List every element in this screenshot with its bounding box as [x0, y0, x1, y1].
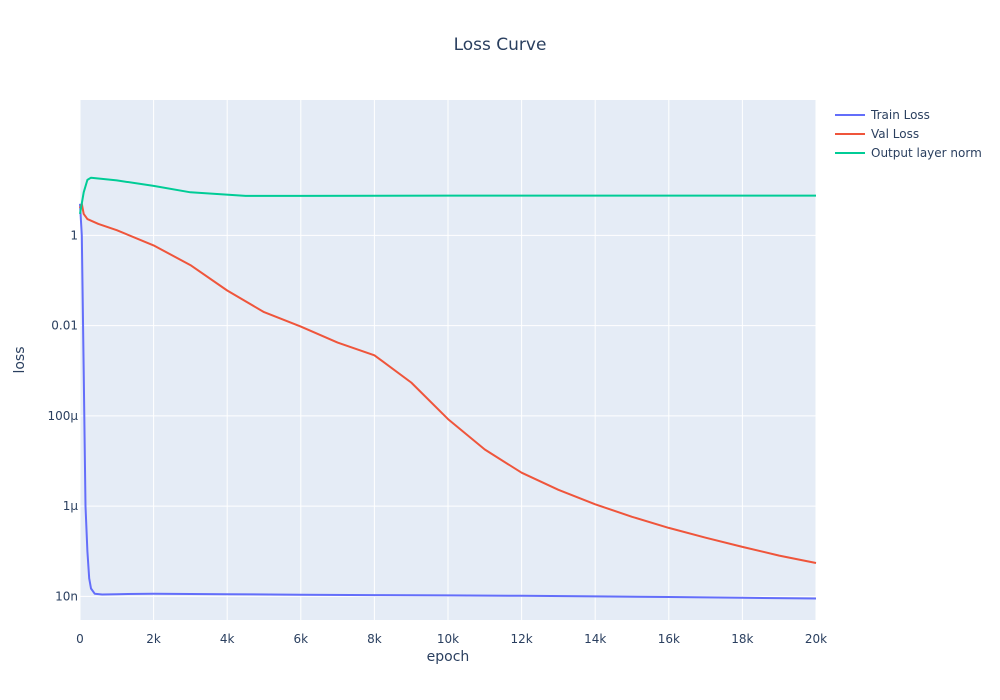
legend: Train Loss Val Loss Output layer norm [835, 108, 982, 160]
x-tick-label: 12k [510, 632, 532, 646]
legend-label-train-loss: Train Loss [870, 108, 930, 122]
y-tick-label: 10n [55, 589, 78, 603]
legend-label-output-layer-norm: Output layer norm [871, 146, 982, 160]
x-tick-label: 20k [805, 632, 827, 646]
x-tick-label: 18k [731, 632, 753, 646]
series-layer [79, 176, 817, 600]
chart-title: Loss Curve [454, 35, 547, 55]
grid-lines [79, 100, 817, 620]
y-tick-label: 1 [70, 228, 78, 242]
x-axis-ticks: 0 2k 4k 6k 8k 10k 12k 14k 16k 18k 20k [76, 632, 827, 646]
legend-label-val-loss: Val Loss [871, 127, 919, 141]
series-line-output-layer-norm [79, 176, 816, 215]
y-tick-label: 100μ [47, 409, 78, 423]
y-tick-label: 0.01 [51, 319, 78, 333]
x-tick-label: 16k [658, 632, 680, 646]
x-axis-title: epoch [427, 649, 470, 665]
x-tick-label: 4k [220, 632, 235, 646]
x-tick-label: 6k [294, 632, 309, 646]
y-tick-label: 1μ [63, 499, 79, 513]
y-axis-ticks: 1 0.01 100μ 1μ 10n [47, 228, 78, 603]
x-tick-label: 2k [146, 632, 161, 646]
x-tick-label: 14k [584, 632, 606, 646]
x-tick-label: 0 [76, 632, 84, 646]
series-line-train-loss [79, 203, 817, 600]
x-tick-label: 8k [367, 632, 382, 646]
series-line-val-loss [79, 202, 817, 564]
y-axis-title: loss [12, 346, 28, 373]
x-tick-label: 10k [437, 632, 459, 646]
